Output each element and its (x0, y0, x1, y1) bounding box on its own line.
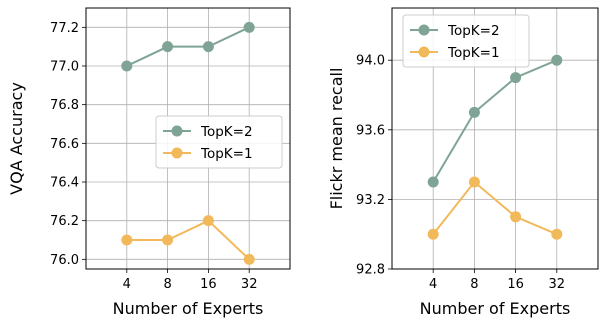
series-line (432, 180, 558, 236)
legend-label: TopK=2 (200, 124, 253, 140)
y-tick-label: 93.2 (356, 193, 385, 208)
series-topk-1 (427, 176, 563, 240)
series-line (126, 219, 250, 261)
legend-label: TopK=2 (447, 23, 500, 39)
legend-marker (418, 24, 430, 36)
y-tick-label: 94.0 (356, 54, 385, 69)
data-point (551, 228, 563, 240)
data-point (202, 215, 214, 227)
data-point (427, 176, 439, 188)
y-tick-label: 76.0 (50, 253, 79, 268)
data-point (243, 253, 255, 265)
data-point (551, 54, 563, 66)
x-tick-label: 32 (549, 277, 566, 292)
data-point (202, 41, 214, 53)
legend-box (155, 115, 283, 169)
data-point (162, 234, 174, 246)
legend: TopK=2 TopK=1 (155, 115, 283, 169)
vqa-accuracy-chart: 4 8 16 32 76.0 76.2 76.4 76.6 76.8 77.0 77.2 Number… (7, 7, 291, 318)
y-tick-label: 76.8 (50, 98, 79, 113)
legend-label: TopK=1 (447, 45, 500, 61)
series-topk-2 (427, 54, 563, 188)
data-point (121, 234, 133, 246)
flickr-recall-chart: 4 8 16 32 92.8 93.2 93.6 94.0 Number of Experts F… (327, 7, 599, 318)
legend-label: TopK=1 (200, 146, 253, 162)
x-axis-title: Number of Experts (113, 299, 264, 318)
x-tick-label: 4 (429, 277, 437, 292)
data-point (468, 176, 480, 188)
plot-frame (391, 7, 599, 270)
y-tick-label: 93.6 (356, 123, 385, 138)
x-tick-label: 8 (470, 277, 478, 292)
y-tick-label: 77.0 (50, 60, 79, 75)
x-tick-label: 32 (241, 277, 258, 292)
x-axis-title: Number of Experts (420, 299, 571, 318)
data-point (121, 60, 133, 72)
data-point (510, 72, 522, 84)
data-point (162, 41, 174, 53)
y-tick-label: 76.2 (50, 214, 79, 229)
legend: TopK=2 TopK=1 (402, 14, 530, 68)
x-tick-label: 16 (507, 277, 524, 292)
legend-marker (171, 125, 183, 137)
x-tick-label: 4 (123, 277, 131, 292)
data-point (243, 21, 255, 33)
legend-marker (171, 147, 183, 159)
data-point (468, 106, 480, 118)
x-tick-label: 8 (163, 277, 171, 292)
y-axis-title: Flickr mean recall (327, 68, 346, 210)
plot-frame (85, 7, 291, 270)
y-tick-label: 77.2 (50, 21, 79, 36)
x-tick-label: 16 (200, 277, 217, 292)
y-tick-label: 76.4 (50, 176, 79, 191)
series-topk-2 (121, 21, 255, 72)
series-line (432, 59, 558, 183)
y-tick-label: 92.8 (356, 263, 385, 278)
legend-marker (418, 46, 430, 58)
series-topk-1 (121, 215, 255, 265)
data-point (510, 211, 522, 223)
y-axis-title: VQA Accuracy (7, 82, 26, 195)
y-tick-label: 76.6 (50, 137, 79, 152)
legend-box (402, 14, 530, 68)
data-point (427, 228, 439, 240)
series-line (126, 26, 250, 67)
